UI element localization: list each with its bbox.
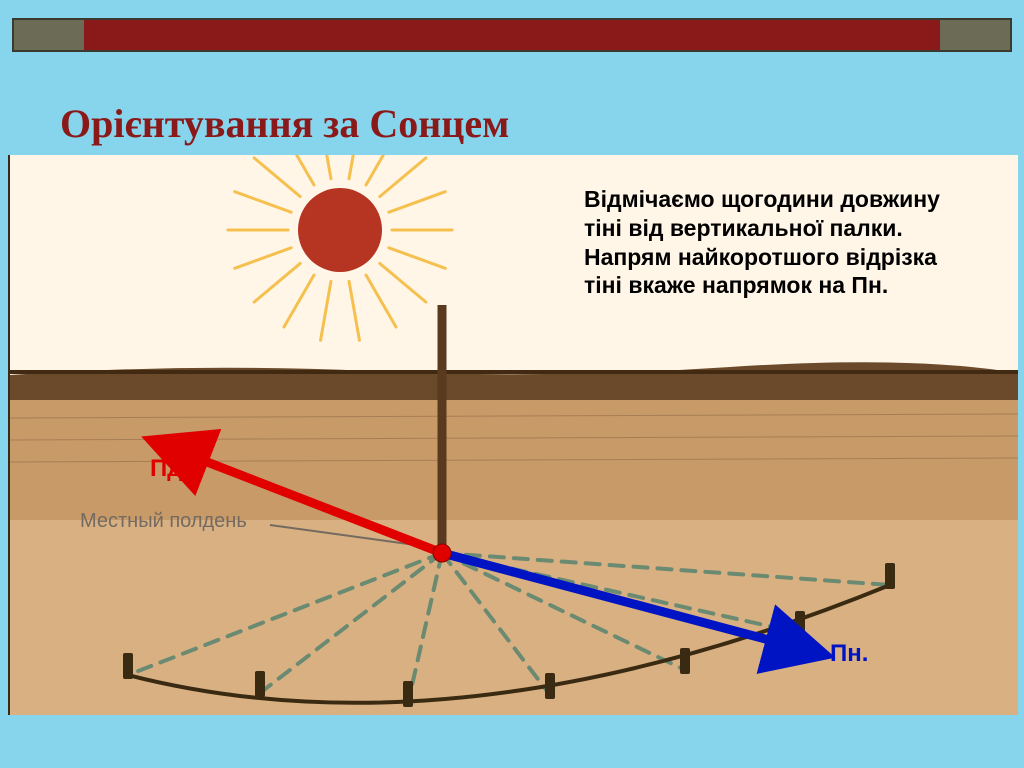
illustration-panel: Відмічаємо щогодини довжину тіні від вер…: [8, 155, 1016, 715]
top-bar-segment: [940, 20, 1010, 50]
local-noon-label: Местный полдень: [80, 510, 247, 533]
south-label: Пд.: [150, 455, 189, 483]
north-label: Пн.: [830, 640, 868, 668]
description-text: Відмічаємо щогодини довжину тіні від вер…: [584, 185, 974, 300]
top-bar-segment: [84, 20, 940, 50]
slide-title: Орієнтування за Сонцем: [60, 100, 509, 147]
top-bar-segment: [14, 20, 84, 50]
top-decor-bar: [12, 18, 1012, 52]
